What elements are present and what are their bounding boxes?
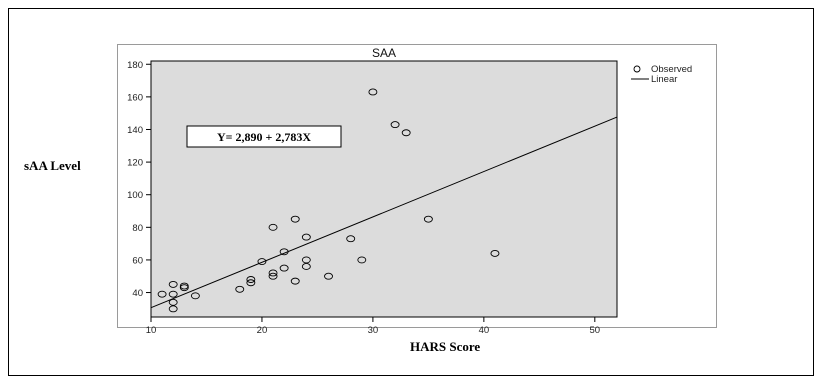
equation-box-border [186, 125, 342, 148]
data-point [490, 249, 500, 257]
x-axis-title: HARS Score [410, 339, 481, 354]
data-point [246, 279, 256, 287]
data-point [235, 285, 245, 293]
x-tick-label: 30 [368, 325, 379, 336]
data-point [157, 290, 167, 298]
data-point [423, 215, 433, 223]
data-point [246, 276, 256, 283]
data-point [290, 277, 300, 285]
legend-observed-marker [633, 65, 641, 73]
y-tick-label: 100 [127, 190, 143, 201]
y-tick-label: 140 [127, 125, 143, 136]
data-point [357, 256, 367, 264]
data-point [279, 264, 289, 272]
data-point [168, 280, 178, 288]
data-point [190, 292, 200, 300]
data-point [168, 290, 178, 298]
linear-fit-line [150, 116, 618, 309]
x-tick-label: 20 [257, 325, 268, 336]
x-tick-label: 40 [479, 325, 490, 336]
data-point [268, 272, 278, 280]
data-point [268, 223, 278, 231]
legend-linear-label: Linear [651, 74, 677, 85]
data-point [346, 235, 356, 243]
data-point [268, 269, 278, 277]
regression-equation: Y= 2,890 + 2,783X [217, 130, 311, 144]
data-point [279, 248, 289, 256]
data-point [301, 263, 311, 270]
y-tick-label: 160 [127, 92, 143, 103]
data-point [301, 233, 311, 241]
data-point [168, 305, 178, 313]
y-tick-label: 40 [132, 288, 143, 299]
y-axis-title: sAA Level [24, 158, 81, 173]
data-point [368, 88, 378, 96]
observed-points [157, 88, 500, 313]
data-point [324, 272, 333, 280]
chart-title: SAA [372, 46, 396, 60]
x-tick-label: 10 [146, 325, 157, 336]
equation-box: Y= 2,890 + 2,783X [186, 125, 342, 148]
legend: Observed Linear [631, 64, 692, 85]
y-tick-label: 80 [132, 223, 143, 234]
data-point [168, 298, 178, 306]
y-tick-label: 120 [127, 158, 143, 169]
data-point [301, 256, 311, 264]
data-point [290, 215, 300, 223]
data-point [390, 121, 400, 129]
plot-area [150, 60, 618, 318]
figure-frame [8, 8, 814, 376]
data-point [401, 129, 411, 137]
x-axis: 10 20 30 40 50 [146, 317, 600, 336]
data-point [179, 284, 189, 292]
data-point [257, 258, 267, 266]
legend-observed-label: Observed [651, 64, 692, 75]
y-tick-label: 60 [132, 255, 143, 266]
y-axis: 40 60 80 100 120 140 160 180 [127, 60, 151, 299]
x-tick-label: 50 [590, 325, 601, 336]
y-tick-label: 180 [127, 60, 143, 71]
